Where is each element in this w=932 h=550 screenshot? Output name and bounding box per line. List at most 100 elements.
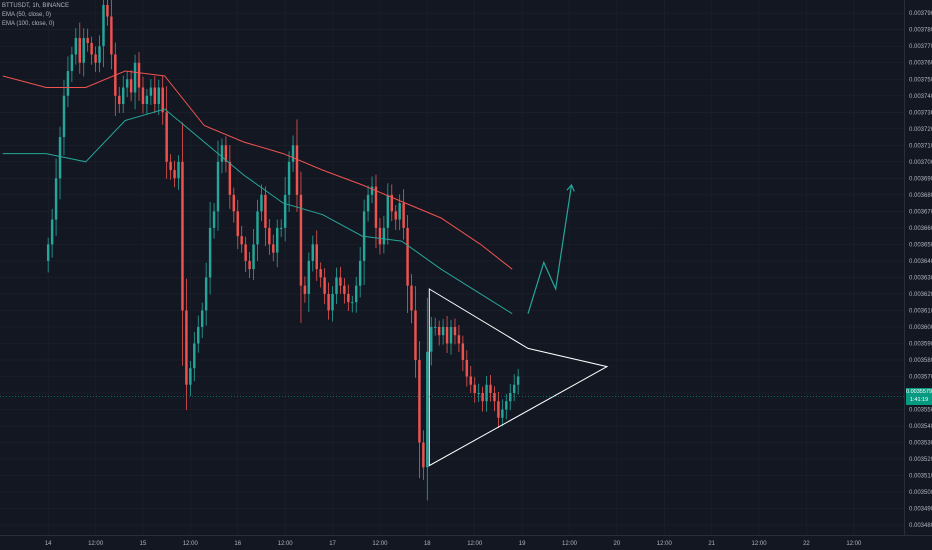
candle-body[interactable] bbox=[145, 95, 149, 105]
candle-body[interactable] bbox=[287, 161, 291, 195]
candle-body[interactable] bbox=[374, 186, 378, 228]
candle-body[interactable] bbox=[394, 211, 397, 220]
candle-body[interactable] bbox=[473, 384, 476, 393]
candle-body[interactable] bbox=[398, 203, 401, 220]
candle-body[interactable] bbox=[493, 392, 496, 402]
ema-100-line[interactable] bbox=[2, 70, 513, 270]
candle-body[interactable] bbox=[189, 368, 192, 385]
candle-body[interactable] bbox=[197, 326, 200, 344]
candle-body[interactable] bbox=[74, 37, 78, 55]
candle-body[interactable] bbox=[303, 285, 307, 294]
candle-body[interactable] bbox=[433, 326, 437, 328]
candle-body[interactable] bbox=[216, 161, 220, 212]
candle-body[interactable] bbox=[165, 112, 168, 162]
candle-body[interactable] bbox=[82, 37, 85, 63]
candle-body[interactable] bbox=[351, 302, 354, 304]
candle-body[interactable] bbox=[121, 87, 125, 105]
candle-body[interactable] bbox=[418, 359, 421, 443]
candle-body[interactable] bbox=[98, 46, 101, 63]
candle-body[interactable] bbox=[129, 79, 133, 93]
drawings[interactable] bbox=[428, 183, 609, 467]
candle-body[interactable] bbox=[477, 392, 480, 394]
candle-body[interactable] bbox=[125, 79, 129, 88]
candle-body[interactable] bbox=[335, 277, 338, 294]
candle-body[interactable] bbox=[78, 37, 82, 63]
candle-body[interactable] bbox=[299, 194, 303, 286]
candle-body[interactable] bbox=[169, 161, 172, 171]
symbol-label[interactable]: BTTUSDT, 1h, BINANCE bbox=[2, 3, 70, 9]
candle-body[interactable] bbox=[46, 244, 50, 261]
candle-body[interactable] bbox=[212, 211, 216, 228]
candle-body[interactable] bbox=[248, 260, 251, 270]
candle-body[interactable] bbox=[501, 409, 504, 418]
candle-body[interactable] bbox=[157, 87, 160, 105]
candle-body[interactable] bbox=[457, 335, 461, 344]
candle-body[interactable] bbox=[343, 285, 346, 294]
candle-body[interactable] bbox=[70, 54, 74, 72]
candle-body[interactable] bbox=[331, 293, 334, 311]
candle-body[interactable] bbox=[445, 326, 449, 344]
candle-body[interactable] bbox=[430, 326, 433, 352]
candle-body[interactable] bbox=[244, 244, 247, 261]
candle-body[interactable] bbox=[208, 227, 212, 278]
candle-body[interactable] bbox=[406, 227, 409, 286]
candle-body[interactable] bbox=[410, 285, 413, 311]
candle-body[interactable] bbox=[256, 211, 259, 245]
candle-body[interactable] bbox=[390, 194, 393, 212]
candle-body[interactable] bbox=[509, 392, 512, 402]
candle-body[interactable] bbox=[441, 326, 445, 336]
candle-body[interactable] bbox=[224, 145, 228, 162]
candle-body[interactable] bbox=[200, 310, 204, 327]
candle-body[interactable] bbox=[295, 145, 299, 195]
candle-body[interactable] bbox=[272, 244, 275, 253]
candle-body[interactable] bbox=[497, 401, 500, 418]
candle-body[interactable] bbox=[264, 194, 267, 228]
candle-body[interactable] bbox=[94, 54, 97, 63]
candle-body[interactable] bbox=[311, 244, 315, 261]
candle-body[interactable] bbox=[181, 161, 184, 311]
symmetrical-triangle[interactable] bbox=[428, 288, 609, 467]
candle-body[interactable] bbox=[204, 277, 208, 311]
candle-body[interactable] bbox=[449, 326, 453, 344]
candle-body[interactable] bbox=[54, 178, 58, 220]
candle-body[interactable] bbox=[319, 269, 322, 278]
candle-body[interactable] bbox=[485, 384, 488, 402]
projection-path[interactable] bbox=[527, 184, 573, 314]
candle-body[interactable] bbox=[228, 161, 232, 195]
candle-body[interactable] bbox=[339, 277, 342, 286]
candle-body[interactable] bbox=[260, 194, 263, 212]
candle-body[interactable] bbox=[236, 211, 239, 237]
candle-body[interactable] bbox=[118, 95, 121, 105]
candle-body[interactable] bbox=[402, 203, 405, 228]
candle-body[interactable] bbox=[291, 145, 295, 162]
candle-body[interactable] bbox=[426, 351, 429, 468]
candle-body[interactable] bbox=[366, 194, 370, 212]
candle-body[interactable] bbox=[516, 376, 520, 385]
candle-body[interactable] bbox=[193, 343, 196, 369]
candle-body[interactable] bbox=[358, 260, 362, 286]
candle-body[interactable] bbox=[86, 37, 89, 43]
ema-50-legend[interactable]: EMA (50, close, 0) bbox=[2, 12, 52, 18]
candle-body[interactable] bbox=[232, 194, 236, 212]
candle-body[interactable] bbox=[276, 227, 279, 253]
candle-body[interactable] bbox=[347, 293, 350, 303]
candle-body[interactable] bbox=[110, 16, 113, 55]
candle-body[interactable] bbox=[141, 87, 145, 105]
candle-body[interactable] bbox=[378, 227, 382, 245]
candle-body[interactable] bbox=[323, 277, 326, 294]
candle-body[interactable] bbox=[512, 384, 516, 393]
candle-body[interactable] bbox=[453, 326, 457, 336]
candle-body[interactable] bbox=[283, 194, 287, 228]
candle-body[interactable] bbox=[90, 42, 93, 55]
candle-body[interactable] bbox=[50, 219, 54, 245]
candle-body[interactable] bbox=[422, 442, 425, 468]
candle-body[interactable] bbox=[161, 87, 164, 113]
candle-body[interactable] bbox=[177, 161, 180, 179]
candle-body[interactable] bbox=[149, 87, 153, 96]
ema-50-line[interactable] bbox=[2, 108, 513, 315]
candle-body[interactable] bbox=[307, 260, 311, 294]
candle-body[interactable] bbox=[489, 384, 492, 393]
candle-body[interactable] bbox=[153, 87, 157, 105]
time-axis[interactable]: 14 12:00 15 12:00 16 12:00 17 12:00 18 12:00 19 12:… bbox=[45, 541, 862, 547]
price-axis[interactable]: 0.003790 0.003780 0.003770 0.003760 0.003750… bbox=[909, 11, 932, 529]
